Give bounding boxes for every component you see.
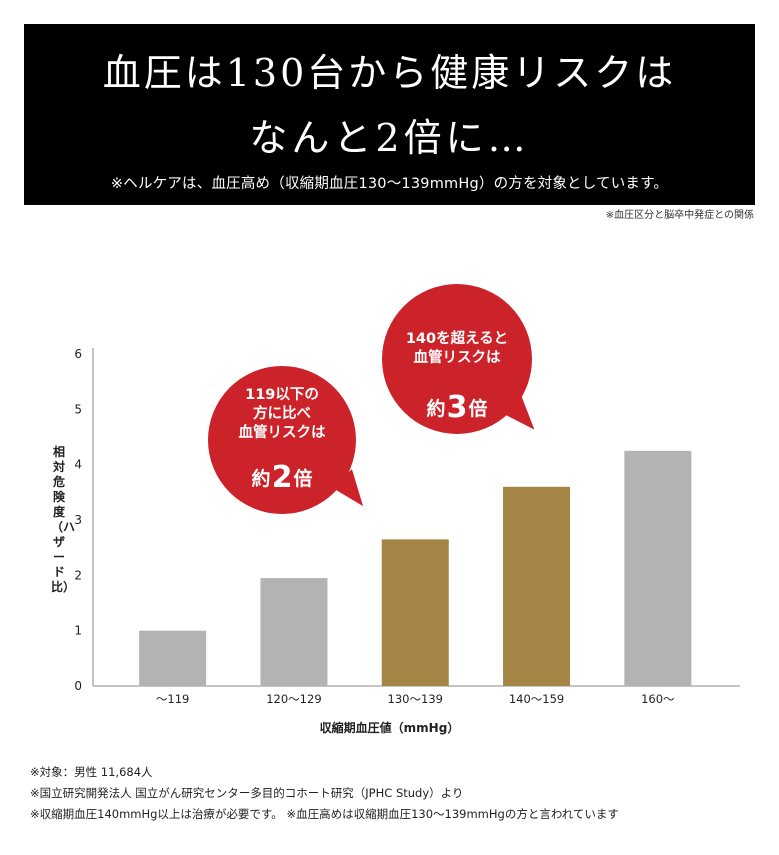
headline-line-2: なんと2倍に…: [249, 116, 530, 160]
callout-number: 2: [271, 460, 293, 495]
callout-suffix: 倍: [293, 468, 313, 490]
callout-3x: 140を超えると 血管リスクは 約3倍: [382, 284, 545, 439]
callout-multiplier: 約3倍: [382, 393, 532, 423]
x-tick-label: 130～139: [388, 692, 443, 706]
headline-line-1: 血圧は130台から健康リスクは: [102, 51, 677, 95]
header-banner: 血圧は130台から健康リスクは なんと2倍に… ※ヘルケアは、血圧高め（収縮期血…: [24, 24, 755, 205]
y-axis-label: 相対危険度（ハザード比）: [51, 445, 76, 594]
y-tick-label: 6: [74, 347, 82, 361]
callout-multiplier: 約2倍: [208, 463, 356, 493]
bar: [260, 578, 328, 686]
callout-2x: 119以下の 方に比べ 血管リスクは 約2倍: [208, 366, 375, 515]
footnote-1: ※対象：男性 11,684人: [30, 765, 153, 779]
callout-prefix: 約: [251, 468, 271, 490]
x-tick-label: ～119: [156, 692, 189, 706]
callout-text: 140を超えると 血管リスクは: [405, 331, 509, 366]
bar: [503, 486, 571, 686]
y-tick-label: 1: [74, 624, 82, 638]
x-tick-label: 140～159: [509, 692, 564, 706]
callout-text: 119以下の 方に比べ 血管リスクは: [238, 387, 326, 441]
bar: [139, 630, 207, 686]
x-axis-label: 収縮期血圧値（mmHg）: [319, 721, 460, 735]
y-tick-label: 5: [74, 402, 82, 416]
y-tick-label: 0: [74, 679, 82, 693]
target-note: ※ヘルケアは、血圧高め（収縮期血圧130～139mmHg）の方を対象としています…: [110, 176, 669, 192]
callout-number: 3: [446, 390, 468, 425]
bar: [381, 539, 449, 686]
bar: [624, 450, 692, 686]
callout-suffix: 倍: [468, 398, 488, 420]
x-tick-label: 160～: [641, 692, 675, 706]
x-tick-label: 120～129: [266, 692, 321, 706]
y-tick-label: 4: [74, 458, 82, 472]
y-tick-label: 2: [74, 568, 82, 582]
callout-prefix: 約: [426, 398, 446, 420]
footnote-2: ※国立研究開発法人 国立がん研究センター多目的コホート研究（JPHC Study…: [30, 786, 464, 800]
footnote-3: ※収縮期血圧140mmHg以上は治療が必要です。 ※血圧高めは収縮期血圧130～…: [30, 807, 619, 821]
y-tick-label: 3: [74, 513, 82, 527]
source-note: ※血圧区分と脳卒中発症との関係: [605, 210, 754, 221]
